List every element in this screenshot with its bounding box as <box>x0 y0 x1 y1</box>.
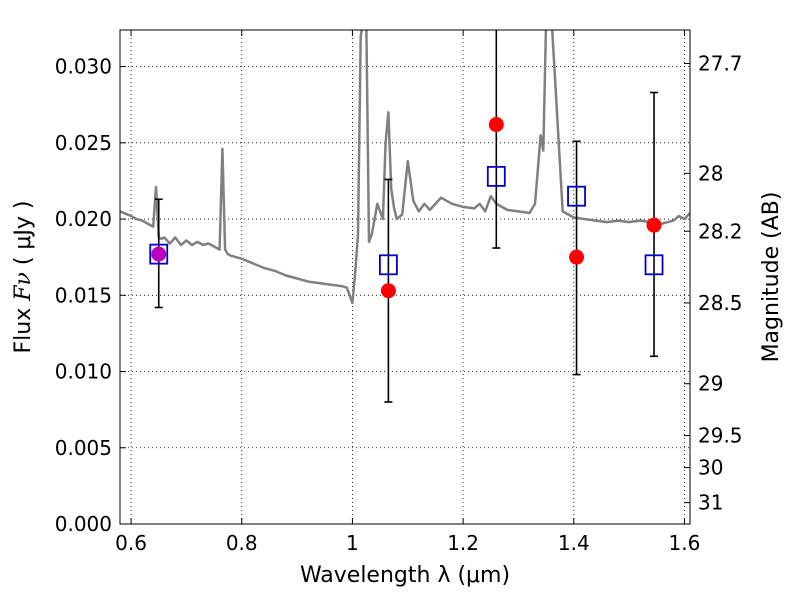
plot-area <box>120 30 690 403</box>
plot-frame <box>119 29 691 525</box>
y2-tick-label: 28.2 <box>698 219 743 243</box>
observed-flux-point <box>488 117 504 133</box>
observed-flux-point <box>380 283 396 299</box>
y-tick-label: 0.010 <box>55 360 112 384</box>
observed-flux-point <box>151 246 167 262</box>
x-tick-label: 0.6 <box>115 531 147 555</box>
y-axis-label-suffix: ( μJy ) <box>11 200 36 272</box>
model-flux-square <box>567 185 586 207</box>
observed-flux-point <box>646 217 662 233</box>
x-tick-label: 0.8 <box>226 531 258 555</box>
y-tick-label: 0.025 <box>55 131 112 155</box>
observed-flux-point <box>569 249 585 265</box>
y2-tick-label: 30 <box>698 456 723 480</box>
y-axis-label-symbol: Fν <box>11 272 36 302</box>
model-spectrum-line <box>120 30 690 305</box>
model-flux-square <box>149 243 169 265</box>
plot-background <box>120 30 690 524</box>
y2-tick-label: 29.5 <box>698 424 743 448</box>
x-axis-label: Wavelength λ (μm) <box>300 563 510 588</box>
y-tick-label: 0.015 <box>55 283 112 307</box>
y-axis-label: Flux Fν ( μJy ) <box>11 200 36 353</box>
ticks: 0.6 0.8 1 1.2 1.4 1.6 0.000 0.005 0.010 0.015 0.02… <box>55 30 743 555</box>
y2-tick-label: 28.5 <box>698 291 743 315</box>
x-tick-label: 1.6 <box>669 531 701 555</box>
y-tick-label: 0.005 <box>55 436 112 460</box>
y2-tick-label: 28 <box>698 161 723 185</box>
model-flux-square <box>486 165 506 187</box>
y-tick-label: 0.020 <box>55 207 112 231</box>
x-tick-label: 1.2 <box>447 531 479 555</box>
y-tick-label: 0.030 <box>55 55 112 79</box>
y2-tick-label: 27.7 <box>698 52 743 76</box>
y2-tick-label: 29 <box>698 372 723 396</box>
y-axis-label-prefix: Flux <box>11 301 36 354</box>
x-tick-label: 1 <box>346 531 359 555</box>
y2-tick-label: 31 <box>698 491 723 515</box>
x-tick-label: 1.4 <box>558 531 590 555</box>
model-flux-square <box>644 254 664 276</box>
model-flux-square <box>378 254 398 276</box>
y2-axis-label: Magnitude (AB) <box>759 192 784 363</box>
y-tick-label: 0.000 <box>55 512 112 536</box>
